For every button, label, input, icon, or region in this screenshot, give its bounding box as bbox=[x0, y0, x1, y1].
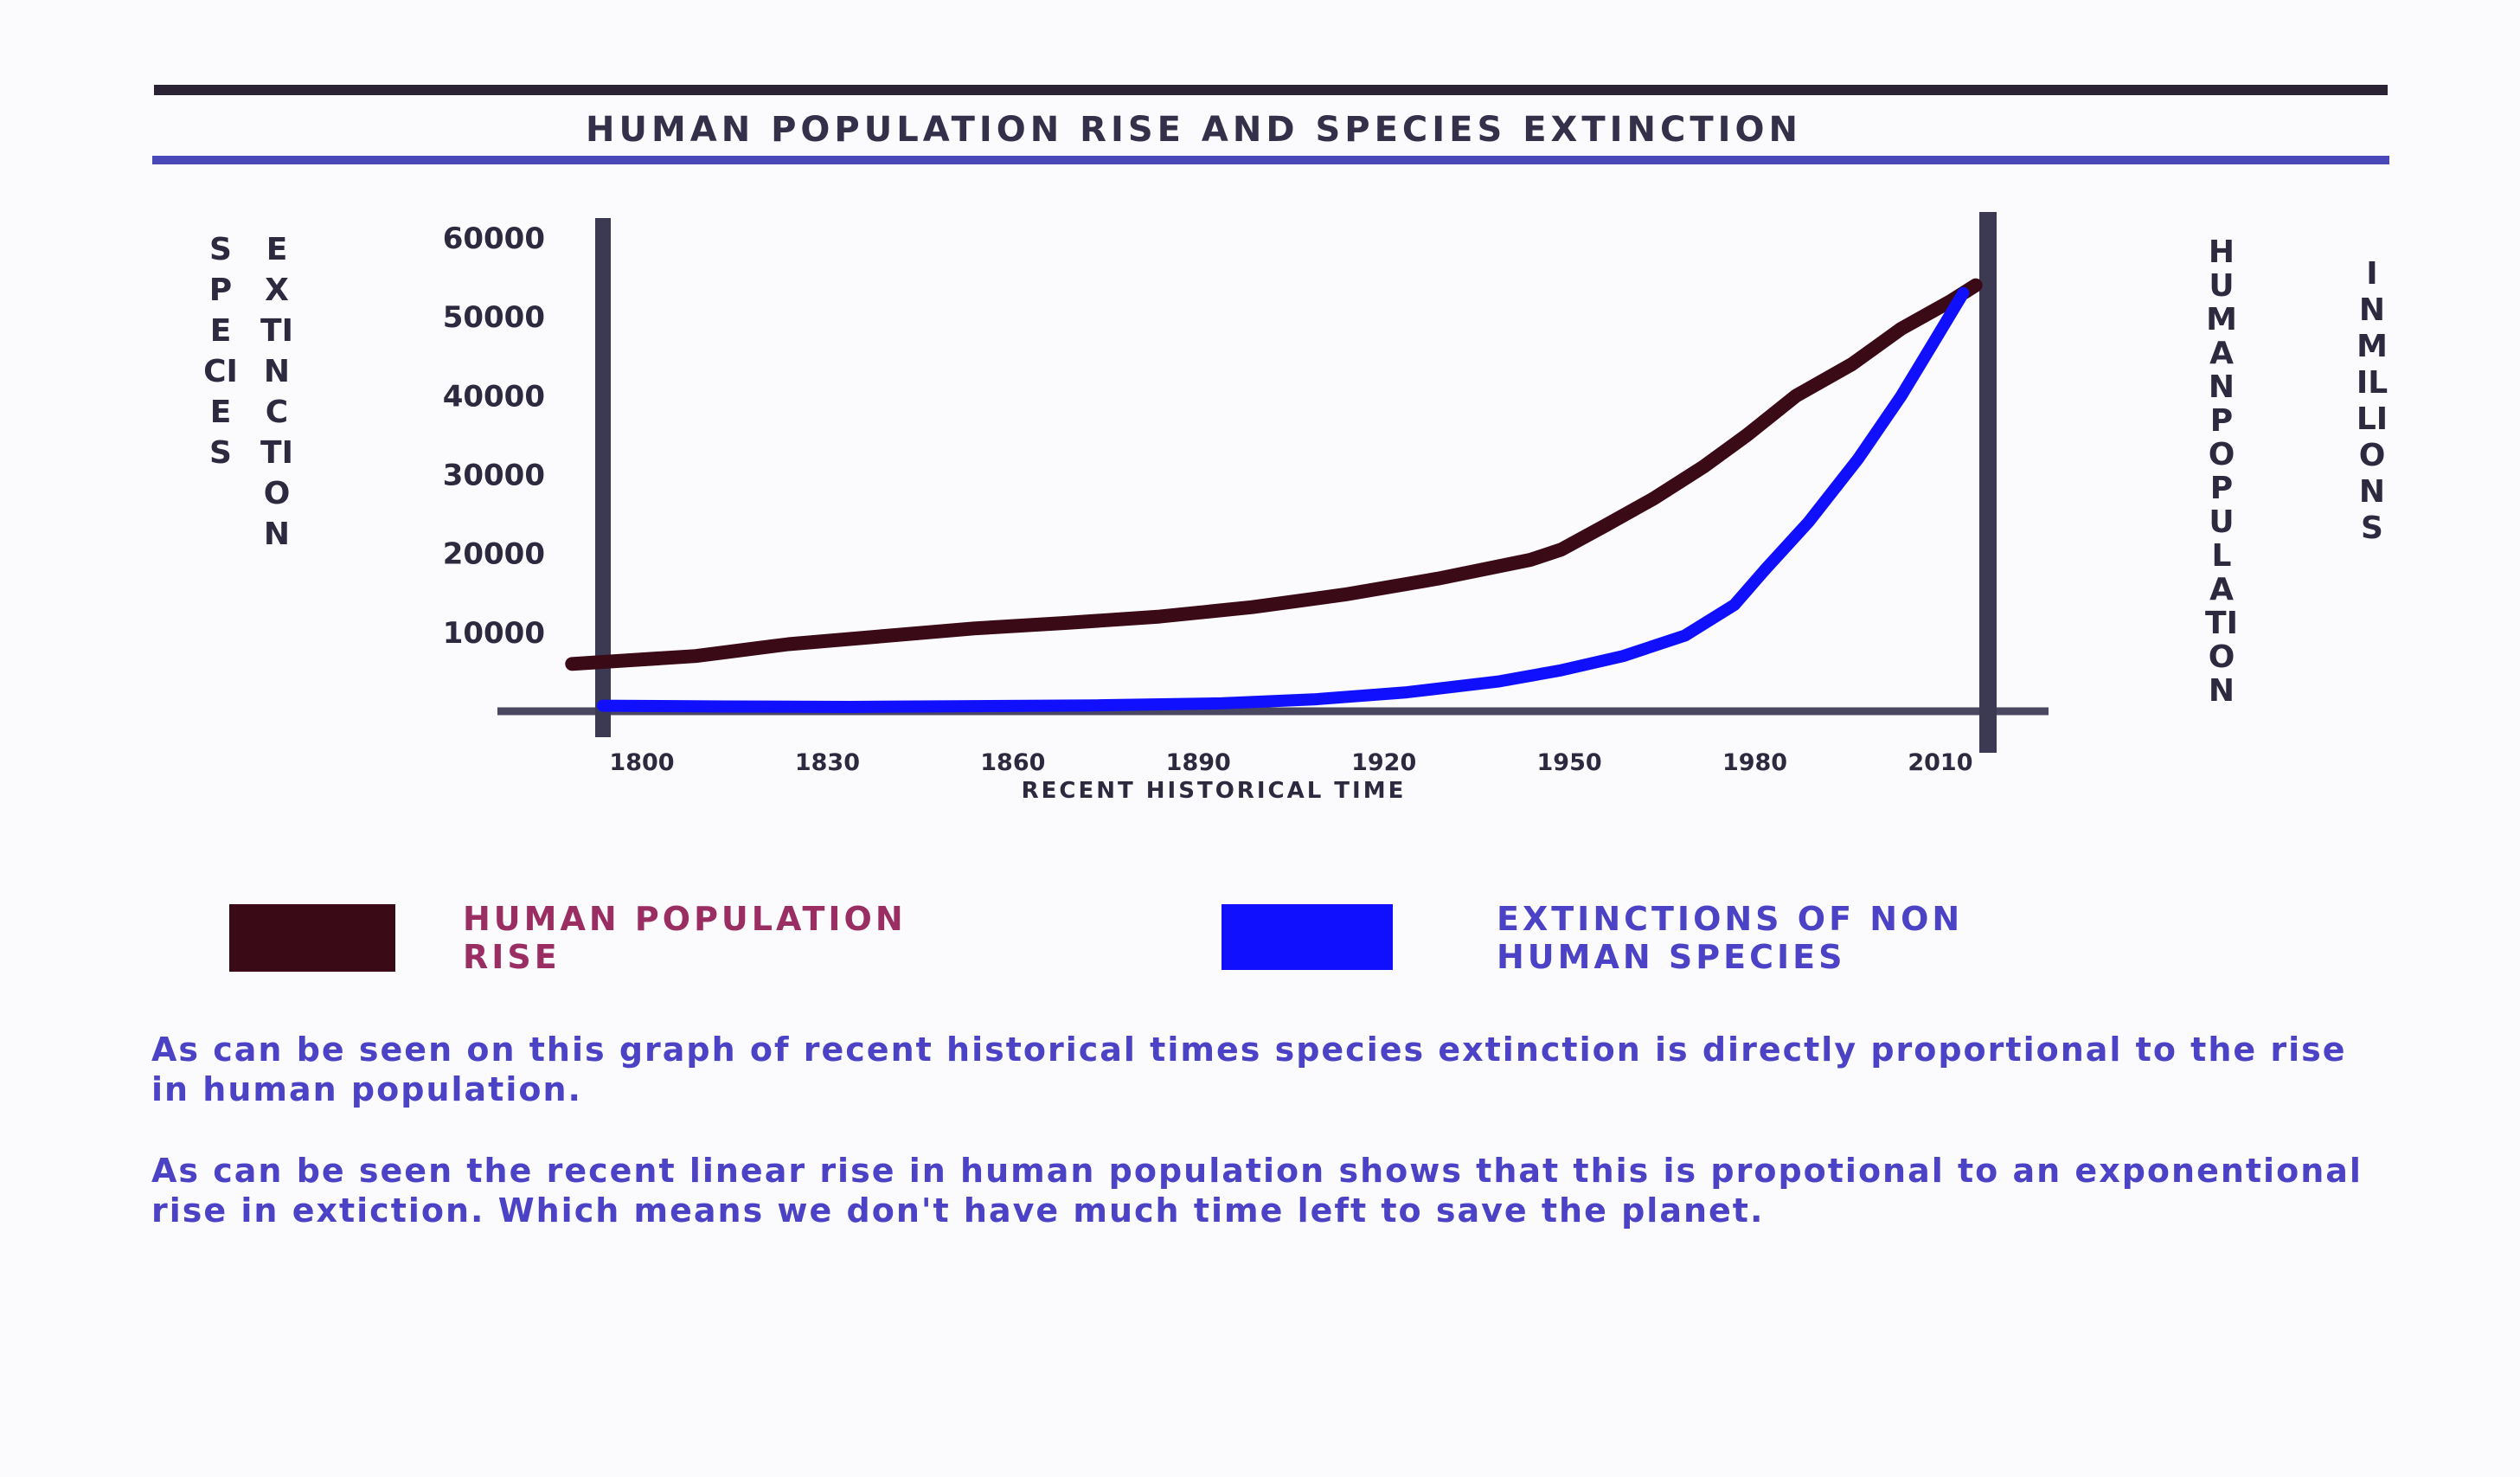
y-tick-label: 10000 bbox=[443, 616, 545, 651]
data-point bbox=[1959, 289, 1967, 297]
data-point bbox=[722, 703, 730, 710]
y-tick-label: 40000 bbox=[443, 379, 545, 414]
data-point bbox=[877, 633, 885, 640]
legend-label-extinctions: EXTINCTIONS OF NON HUMAN SPECIES bbox=[1497, 900, 1963, 976]
data-point bbox=[1792, 392, 1800, 400]
y-tick-label: 60000 bbox=[443, 222, 545, 256]
data-point bbox=[1848, 360, 1856, 368]
data-point bbox=[1928, 341, 1936, 349]
paragraph-2: As can be seen the recent linear rise in… bbox=[151, 1152, 2363, 1230]
x-axis-title: RECENT HISTORICAL TIME bbox=[1022, 778, 1407, 804]
legend-swatch-human-population bbox=[229, 904, 395, 972]
x-tick-label: 1800 bbox=[609, 749, 674, 776]
data-point bbox=[1854, 455, 1862, 463]
data-point bbox=[600, 702, 606, 710]
data-point bbox=[1341, 591, 1349, 599]
data-point bbox=[1700, 463, 1708, 471]
data-point bbox=[1897, 324, 1905, 332]
chart-svg: 10000 20000 30000 40000 50000 60000 1800 1830 1… bbox=[443, 212, 2049, 804]
data-point bbox=[1897, 392, 1905, 400]
legend-swatch-extinctions bbox=[1222, 904, 1393, 970]
y-tick-label: 20000 bbox=[443, 537, 545, 572]
data-point bbox=[1600, 522, 1608, 530]
y-axis-label-extinction: EXTINCTION bbox=[260, 232, 293, 552]
title-bottom-rule bbox=[152, 156, 2389, 164]
y-tick-label: 50000 bbox=[443, 300, 545, 335]
data-point bbox=[1743, 431, 1751, 439]
x-tick-label: 1860 bbox=[980, 749, 1045, 776]
data-point bbox=[692, 652, 700, 660]
legend-label-line2: RISE bbox=[463, 938, 561, 976]
chart-title: HUMAN POPULATION RISE AND SPECIES EXTINC… bbox=[585, 110, 1802, 150]
x-tick-label: 1890 bbox=[1166, 749, 1231, 776]
data-point bbox=[1557, 546, 1565, 554]
data-point bbox=[846, 703, 854, 710]
data-point bbox=[1403, 689, 1411, 697]
data-point bbox=[970, 625, 978, 633]
data-point bbox=[1557, 666, 1565, 674]
legend-label-line2: HUMAN SPECIES bbox=[1497, 938, 1846, 976]
data-point bbox=[568, 660, 576, 668]
title-top-rule bbox=[154, 85, 2388, 95]
data-point bbox=[1972, 281, 1979, 289]
data-point bbox=[1093, 702, 1101, 710]
data-point bbox=[1805, 518, 1812, 526]
x-tick-label: 1830 bbox=[795, 749, 860, 776]
series-line-human-population bbox=[565, 278, 1983, 671]
x-tick-label: 2010 bbox=[1908, 749, 1972, 776]
y-tick-label: 30000 bbox=[443, 459, 545, 493]
legend-label-human-population: HUMAN POPULATION RISE bbox=[463, 900, 907, 976]
data-point bbox=[1681, 632, 1689, 639]
data-point bbox=[1433, 575, 1441, 582]
data-point bbox=[1527, 556, 1535, 563]
legend-label-line1: EXTINCTIONS OF NON bbox=[1497, 900, 1964, 938]
data-point bbox=[1156, 613, 1164, 620]
data-point bbox=[1496, 677, 1504, 685]
x-tick-label: 1950 bbox=[1537, 749, 1602, 776]
data-point bbox=[1619, 652, 1627, 660]
data-point bbox=[1310, 696, 1318, 703]
data-point bbox=[1248, 603, 1256, 611]
data-point bbox=[970, 703, 978, 710]
data-point bbox=[1731, 600, 1738, 608]
legend-label-line1: HUMAN POPULATION bbox=[463, 900, 907, 938]
y-axis-label-species: SPECIES bbox=[203, 232, 238, 471]
x-tick-label: 1980 bbox=[1722, 749, 1787, 776]
y2-axis-label-human-population: HUMAN POPULATION bbox=[2205, 234, 2238, 709]
paragraph-1: As can be seen on this graph of recent h… bbox=[151, 1031, 2347, 1108]
y2-axis-label-in-millions: IN MILLIONS bbox=[2356, 256, 2389, 546]
data-point bbox=[1761, 565, 1769, 573]
data-point bbox=[785, 640, 792, 648]
x-tick-label: 1920 bbox=[1351, 749, 1416, 776]
data-point bbox=[1063, 619, 1070, 626]
data-point bbox=[1217, 699, 1225, 707]
data-point bbox=[1651, 494, 1658, 502]
